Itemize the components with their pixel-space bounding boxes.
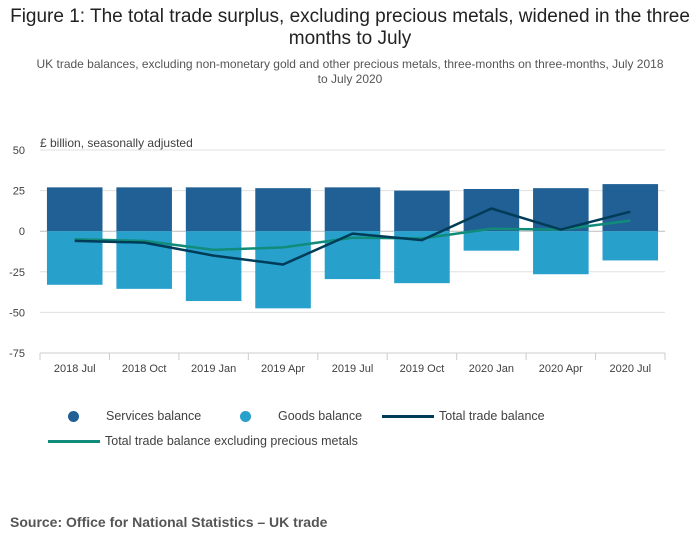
services-bar: [46, 187, 103, 232]
services-bar: [185, 187, 242, 232]
total-line: [74, 207, 631, 266]
x-tick-label: 2018 Oct: [122, 363, 167, 375]
bars-layer: [46, 184, 659, 309]
chart-subtitle: UK trade balances, excluding non-monetar…: [36, 57, 664, 86]
x-tick-label: 2019 Apr: [261, 363, 305, 375]
services-bar: [116, 187, 172, 232]
lines-layer: [74, 207, 631, 266]
y-tick-label: -25: [9, 267, 25, 279]
y-tick-label: 25: [13, 186, 25, 198]
y-tick-label: -50: [9, 307, 25, 319]
chart-title: Figure 1: The total trade surplus, exclu…: [10, 6, 690, 49]
trade-balance-chart: 50 25 0 -25 -50 -75 2018 Jul 2018 Oct 2019 Jan 20…: [9, 145, 666, 375]
goods-bar: [185, 231, 242, 302]
legend-services: Services balance: [68, 409, 201, 423]
x-tick-label: 2020 Jan: [469, 363, 514, 375]
legend-services-label: Services balance: [106, 409, 202, 423]
total-excl-line: [74, 219, 631, 252]
legend-goods-swatch: [240, 410, 251, 422]
x-tick-label: 2018 Jul: [54, 363, 96, 375]
services-bar: [255, 188, 311, 232]
legend-total-excl: Total trade balance excluding precious m…: [48, 434, 358, 448]
legend-services-swatch: [68, 410, 79, 422]
y-tick-label: -75: [9, 348, 25, 360]
x-tick-label: 2019 Jul: [332, 363, 374, 375]
source-note: Source: Office for National Statistics –…: [10, 514, 328, 530]
y-tick-label: 50: [13, 145, 25, 157]
legend-total-excl-swatch: [48, 439, 100, 443]
legend-total: Total trade balance: [382, 409, 545, 423]
services-bar: [394, 190, 450, 232]
legend-goods-label: Goods balance: [278, 409, 363, 423]
legend-total-swatch: [382, 414, 434, 418]
x-tick-label: 2020 Jul: [609, 363, 651, 375]
y-tick-label: 0: [19, 226, 25, 238]
units-label: £ billion, seasonally adjusted: [40, 136, 193, 150]
x-tick-label: 2020 Apr: [539, 363, 583, 375]
goods-bar: [255, 231, 311, 309]
legend-goods: Goods balance: [240, 409, 362, 423]
axis-layer: 50 25 0 -25 -50 -75 2018 Jul 2018 Oct 2019 Jan 20…: [9, 145, 666, 375]
goods-bar: [533, 231, 589, 275]
services-bar: [324, 187, 381, 232]
goods-bar: [463, 231, 520, 251]
x-tick-label: 2019 Jan: [191, 363, 236, 375]
legend-total-label: Total trade balance: [439, 409, 545, 423]
goods-bar: [602, 231, 659, 261]
legend-total-excl-label: Total trade balance excluding precious m…: [105, 434, 358, 448]
x-tick-label: 2019 Oct: [400, 363, 445, 375]
services-bar: [463, 188, 520, 232]
